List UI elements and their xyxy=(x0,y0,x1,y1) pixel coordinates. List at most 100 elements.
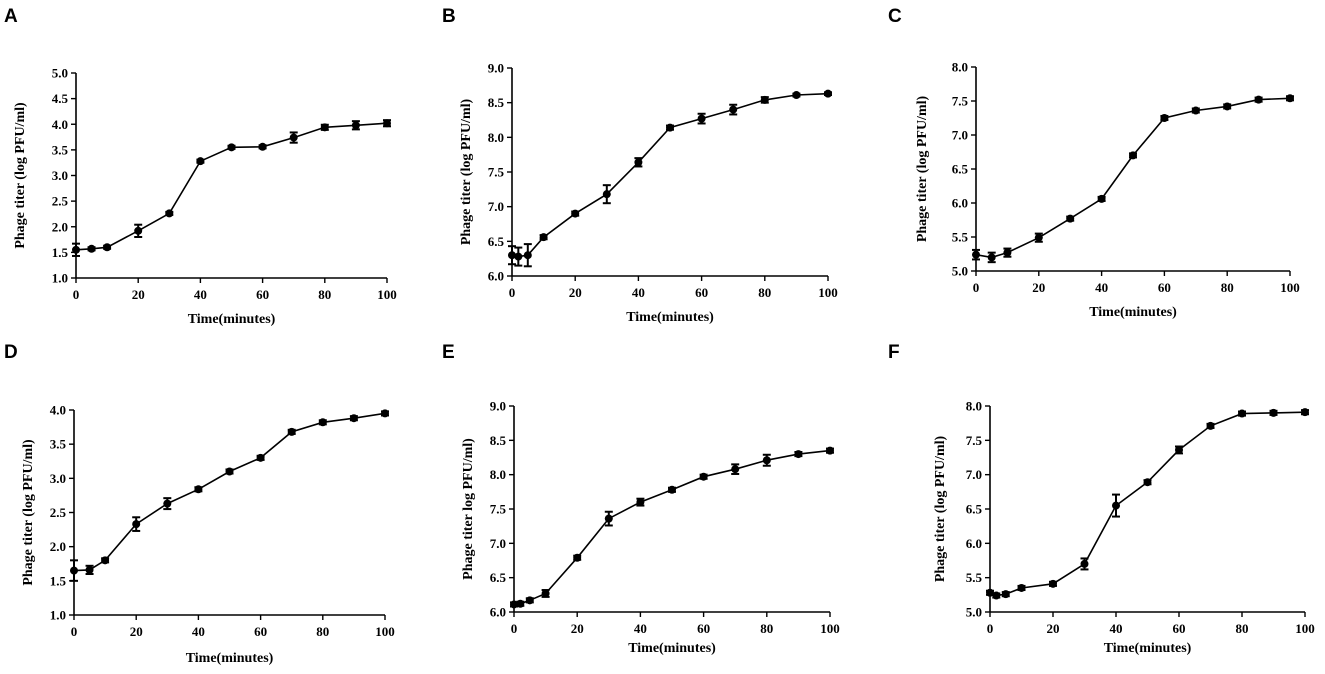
data-point xyxy=(571,209,580,218)
data-point xyxy=(508,251,516,260)
y-tick-label: 6.0 xyxy=(966,536,982,551)
x-tick-label: 80 xyxy=(1236,621,1249,636)
data-point xyxy=(1034,233,1043,242)
y-axis-title: Phage titer (log PFU/ml) xyxy=(933,436,948,583)
data-point xyxy=(1206,421,1215,430)
y-tick-label: 7.5 xyxy=(488,165,505,180)
x-tick-label: 20 xyxy=(1032,280,1045,295)
x-tick-label: 100 xyxy=(375,624,395,639)
x-tick-label: 60 xyxy=(695,285,708,300)
data-point xyxy=(320,123,329,132)
y-tick-label: 9.0 xyxy=(488,61,504,76)
x-tick-label: 80 xyxy=(316,624,329,639)
data-point xyxy=(824,89,832,98)
y-tick-label: 2.0 xyxy=(50,539,66,554)
data-point xyxy=(287,427,296,436)
y-tick-label: 6.5 xyxy=(966,502,983,517)
data-point xyxy=(383,119,391,128)
data-point xyxy=(1286,94,1294,103)
y-tick-label: 4.0 xyxy=(52,117,68,132)
data-point xyxy=(762,456,771,465)
data-point xyxy=(666,123,674,132)
data-point xyxy=(602,190,611,199)
chart-panel-f: F 5.0 5.5 6.0 6.5 7.0 7.5 8.0 0 20 40 60 80 100 Time(m… xyxy=(888,342,1315,656)
chart-panel-b: B 6.0 6.5 7.0 7.5 8.0 8.5 9.0 0 20 40 60 80 100 Time(m… xyxy=(442,6,838,325)
data-point xyxy=(1238,409,1246,418)
y-tick-label: 6.5 xyxy=(490,570,507,585)
series-line xyxy=(75,122,388,251)
data-point xyxy=(227,143,236,152)
data-point xyxy=(225,467,234,476)
data-point xyxy=(134,226,143,235)
data-point xyxy=(729,105,738,114)
data-point xyxy=(539,233,548,242)
chart-panel-a: A 1.0 1.5 2.0 2.5 3.0 3.5 4.0 4.5 5.0 0 20 40 60 80 100… xyxy=(4,6,397,327)
y-tick-label: 1.0 xyxy=(52,271,68,286)
x-tick-label: 80 xyxy=(760,621,773,636)
x-tick-label: 20 xyxy=(571,621,584,636)
x-tick-label: 80 xyxy=(1221,280,1234,295)
y-tick-label: 8.5 xyxy=(488,95,505,110)
data-point xyxy=(132,520,141,529)
y-tick-label: 2.5 xyxy=(52,194,69,209)
series-line xyxy=(73,412,386,572)
data-point xyxy=(85,565,94,574)
panel-letter: C xyxy=(888,6,902,27)
data-point xyxy=(699,472,708,481)
y-tick-label: 3.0 xyxy=(50,471,66,486)
y-tick-label: 7.5 xyxy=(490,502,507,517)
data-point xyxy=(1112,501,1120,510)
y-tick-label: 6.0 xyxy=(490,605,506,620)
y-tick-label: 8.5 xyxy=(490,433,507,448)
data-point xyxy=(510,600,518,609)
data-point xyxy=(604,514,613,523)
series-line xyxy=(989,411,1306,597)
data-point xyxy=(986,588,994,597)
x-tick-label: 40 xyxy=(634,621,647,636)
x-axis-title: Time(minutes) xyxy=(626,310,714,325)
data-point xyxy=(289,133,298,142)
x-tick-label: 60 xyxy=(697,621,710,636)
data-point xyxy=(1254,95,1263,104)
x-tick-label: 20 xyxy=(569,285,582,300)
panel-letter: D xyxy=(4,342,18,363)
data-point xyxy=(636,498,645,507)
y-tick-label: 2.0 xyxy=(52,219,68,234)
data-point xyxy=(1049,579,1057,588)
data-point xyxy=(792,91,801,100)
data-point xyxy=(987,253,996,262)
x-axis-title: Time(minutes) xyxy=(1089,305,1177,320)
y-tick-label: 5.0 xyxy=(52,66,68,81)
y-tick-label: 4.0 xyxy=(50,403,66,418)
y-tick-label: 5.5 xyxy=(952,230,969,245)
x-tick-label: 0 xyxy=(509,285,516,300)
x-tick-label: 80 xyxy=(758,285,771,300)
data-point xyxy=(1301,408,1309,417)
data-point xyxy=(1143,478,1152,487)
x-tick-label: 60 xyxy=(1158,280,1171,295)
series-line xyxy=(513,449,831,606)
y-tick-label: 8.0 xyxy=(966,399,982,414)
y-tick-label: 9.0 xyxy=(490,399,506,414)
y-axis-title: Phage titer log PFU/ml) xyxy=(461,438,476,580)
data-point xyxy=(256,453,265,462)
series-line xyxy=(975,97,1291,259)
y-tick-label: 6.5 xyxy=(488,234,505,249)
y-tick-label: 7.0 xyxy=(966,467,982,482)
y-tick-label: 7.0 xyxy=(490,536,506,551)
x-tick-label: 0 xyxy=(71,624,78,639)
panel-letter: E xyxy=(442,342,455,363)
y-tick-label: 7.5 xyxy=(952,94,969,109)
y-axis-title: Phage titer (log PFU/ml) xyxy=(459,99,474,246)
y-tick-label: 7.5 xyxy=(966,433,983,448)
y-tick-label: 6.0 xyxy=(952,196,968,211)
x-tick-label: 100 xyxy=(818,285,838,300)
data-point xyxy=(826,446,834,455)
data-point xyxy=(1223,102,1232,111)
x-tick-label: 20 xyxy=(1047,621,1060,636)
data-point xyxy=(381,409,389,418)
data-point xyxy=(1191,106,1200,115)
y-tick-label: 7.0 xyxy=(488,199,504,214)
x-tick-label: 0 xyxy=(973,280,980,295)
